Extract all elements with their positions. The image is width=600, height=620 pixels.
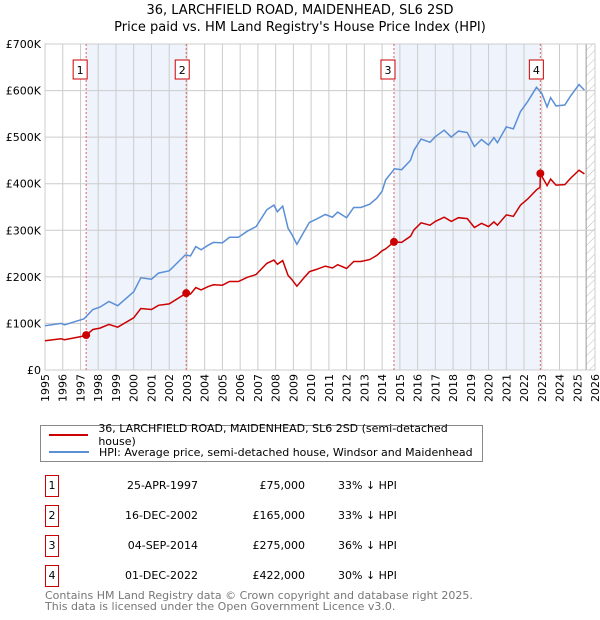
sale-label-box <box>380 59 396 80</box>
y-tick-label: £100K <box>6 317 42 330</box>
x-tick-label: 2004 <box>199 374 212 402</box>
x-tick-label: 2011 <box>323 374 336 402</box>
sale-price: £75,000 <box>259 479 306 492</box>
sale-date: 25-APR-1997 <box>126 479 198 492</box>
sale-label-box <box>174 59 190 80</box>
x-tick-label: 2012 <box>341 374 354 402</box>
x-tick-label: 1995 <box>39 374 52 402</box>
sale-hpi-diff: 30% ↓ HPI <box>338 569 397 582</box>
sale-hpi-diff: 33% ↓ HPI <box>338 509 397 522</box>
x-tick-label: 2000 <box>128 374 141 402</box>
x-tick-label: 2024 <box>554 374 567 402</box>
sale-label-box <box>528 59 544 80</box>
sale-point <box>82 331 91 340</box>
x-tick-label: 2001 <box>145 374 158 402</box>
x-tick-label: 2015 <box>394 374 407 402</box>
sale-price: £165,000 <box>252 509 306 522</box>
x-tick-label: 1998 <box>92 374 105 402</box>
legend-item-hpi: HPI: Average price, semi-detached house,… <box>49 444 473 460</box>
y-tick-label: £200K <box>6 271 42 284</box>
legend-label-hpi: HPI: Average price, semi-detached house,… <box>99 445 473 459</box>
future-hatch <box>586 44 595 370</box>
x-tick-label: 1999 <box>110 374 123 402</box>
sale-label: 1 <box>77 64 84 77</box>
x-tick-label: 2005 <box>216 374 229 402</box>
x-tick-label: 2007 <box>252 374 265 402</box>
x-tick-label: 2010 <box>305 374 318 402</box>
x-tick-label: 2021 <box>500 374 513 402</box>
x-tick-label: 2002 <box>163 374 176 402</box>
sale-point <box>182 289 191 298</box>
x-tick-label: 1996 <box>57 374 70 402</box>
sale-label: 4 <box>533 64 540 77</box>
x-tick-label: 2025 <box>571 374 584 402</box>
y-tick-label: £600K <box>6 85 42 98</box>
footer-licence: This data is licensed under the Open Gov… <box>45 600 396 613</box>
y-tick-label: £400K <box>6 178 42 191</box>
y-tick-label: £0 <box>27 364 41 377</box>
sale-price: £275,000 <box>252 539 306 552</box>
x-tick-label: 1997 <box>74 374 87 402</box>
x-tick-label: 2019 <box>465 374 478 402</box>
plot-area: 1995 1996 1997 1998 1999 2000 2001 2002 2003 2004… <box>6 38 600 402</box>
legend-swatch-property <box>49 434 89 436</box>
x-tick-label: 2009 <box>287 374 300 402</box>
sale-date: 01-DEC-2022 <box>124 569 198 582</box>
sale-label: 3 <box>384 64 391 77</box>
chart-subtitle: Price paid vs. HM Land Registry's House … <box>114 20 486 35</box>
x-tick-label: 2006 <box>234 374 247 402</box>
sale-price: £422,000 <box>252 569 306 582</box>
sale-number: 3 <box>45 535 59 557</box>
x-tick-label: 2023 <box>536 374 549 402</box>
legend: 36, LARCHFIELD ROAD, MAIDENHEAD, SL6 2SD… <box>40 422 483 462</box>
footer-copyright: Contains HM Land Registry data © Crown c… <box>45 589 473 602</box>
x-tick-label: 2013 <box>358 374 371 402</box>
y-tick-label: £700K <box>6 38 42 51</box>
sale-number: 1 <box>45 475 59 497</box>
chart-title: 36, LARCHFIELD ROAD, MAIDENHEAD, SL6 2SD <box>146 3 454 18</box>
x-tick-label: 2018 <box>447 374 460 402</box>
shaded-period <box>393 44 541 370</box>
sale-label-box <box>72 59 88 80</box>
y-tick-label: £500K <box>6 131 42 144</box>
sale-point <box>536 169 545 178</box>
x-tick-label: 2008 <box>270 374 283 402</box>
series-line-hpi <box>44 83 585 327</box>
sale-label: 2 <box>179 64 186 77</box>
x-tick-label: 2022 <box>518 374 531 402</box>
legend-label-property: 36, LARCHFIELD ROAD, MAIDENHEAD, SL6 2SD… <box>98 422 448 448</box>
x-tick-label: 2016 <box>412 374 425 402</box>
sale-date: 04-SEP-2014 <box>127 539 198 552</box>
sale-date: 16-DEC-2002 <box>124 509 198 522</box>
x-tick-label: 2003 <box>181 374 194 402</box>
y-tick-label: £300K <box>6 224 42 237</box>
sale-number: 4 <box>45 565 59 587</box>
shaded-period <box>86 44 187 370</box>
x-tick-label: 2020 <box>483 374 496 402</box>
x-tick-label: 2014 <box>376 374 389 402</box>
sale-hpi-diff: 33% ↓ HPI <box>338 479 397 492</box>
series-line-property <box>44 169 585 342</box>
sale-number: 2 <box>45 505 59 527</box>
sale-hpi-diff: 36% ↓ HPI <box>338 539 397 552</box>
x-tick-label: 2017 <box>429 374 442 402</box>
x-tick-label: 2026 <box>589 374 600 402</box>
legend-swatch-hpi <box>49 451 89 453</box>
plot-frame <box>44 43 596 371</box>
sale-point <box>389 237 398 246</box>
legend-item-property: 36, LARCHFIELD ROAD, MAIDENHEAD, SL6 2SD… <box>49 422 482 448</box>
